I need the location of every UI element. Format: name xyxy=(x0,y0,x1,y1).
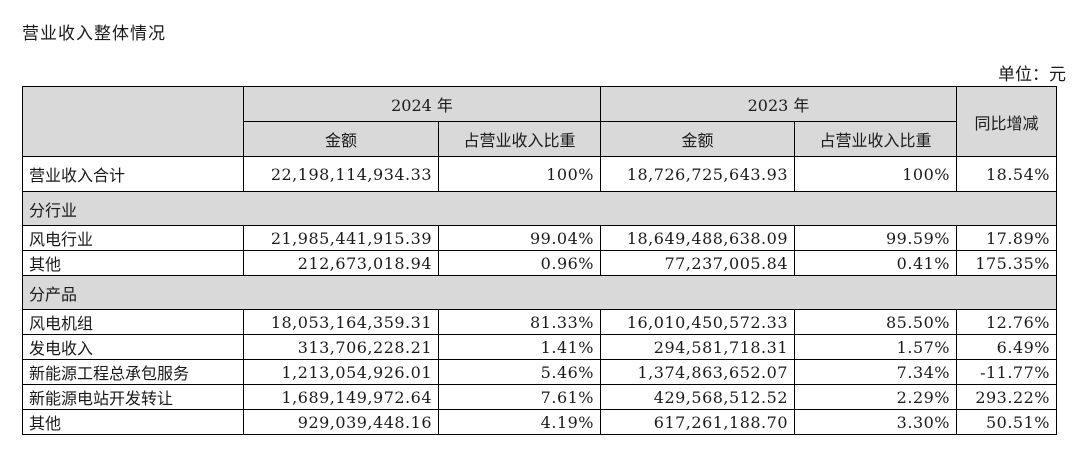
yoy-cell: 175.35% xyxy=(956,250,1057,276)
amount-2024-cell: 1,689,149,972.64 xyxy=(243,384,439,410)
amount-2023-cell: 16,010,450,572.33 xyxy=(600,309,795,335)
row-label: 营业收入合计 xyxy=(22,156,244,192)
amount-2024-cell: 1,213,054,926.01 xyxy=(243,359,439,385)
amount-2023-cell: 77,237,005.84 xyxy=(600,250,795,276)
amount-2024-cell: 929,039,448.16 xyxy=(243,409,439,435)
yoy-cell: 50.51% xyxy=(956,409,1057,435)
section-title: 分产品 xyxy=(22,275,1057,310)
amount-2024-cell: 22,198,114,934.33 xyxy=(243,156,439,192)
table-row: 其他 212,673,018.94 0.96% 77,237,005.84 0.… xyxy=(22,250,1057,276)
header-yoy: 同比增减 xyxy=(956,86,1057,157)
share-2023-cell: 85.50% xyxy=(794,309,957,335)
row-label: 风电机组 xyxy=(22,309,244,335)
amount-2023-cell: 18,649,488,638.09 xyxy=(600,225,795,251)
share-2023-cell: 1.57% xyxy=(794,334,957,360)
amount-2023-cell: 294,581,718.31 xyxy=(600,334,795,360)
header-share-2023: 占营业收入比重 xyxy=(794,121,957,157)
share-2023-cell: 99.59% xyxy=(794,225,957,251)
share-2023-cell: 100% xyxy=(794,156,957,192)
header-year-2024: 2024 年 xyxy=(243,86,601,122)
share-2023-cell: 0.41% xyxy=(794,250,957,276)
unit-note: 单位：元 xyxy=(998,65,1066,85)
section-row-product: 分产品 xyxy=(22,275,1057,310)
share-2023-cell: 2.29% xyxy=(794,384,957,410)
table-row: 其他 929,039,448.16 4.19% 617,261,188.70 3… xyxy=(22,409,1057,435)
yoy-cell: 12.76% xyxy=(956,309,1057,335)
share-2024-cell: 5.46% xyxy=(438,359,601,385)
row-label: 新能源电站开发转让 xyxy=(22,384,244,410)
section-title: 分行业 xyxy=(22,191,1057,226)
amount-2023-cell: 429,568,512.52 xyxy=(600,384,795,410)
table-row: 新能源工程总承包服务 1,213,054,926.01 5.46% 1,374,… xyxy=(22,359,1057,385)
header-amount-2024: 金额 xyxy=(243,121,439,157)
share-2024-cell: 4.19% xyxy=(438,409,601,435)
share-2023-cell: 3.30% xyxy=(794,409,957,435)
revenue-table: 2024 年 2023 年 同比增减 金额 占营业收入比重 金额 占营业收入比重… xyxy=(22,86,1057,435)
amount-2023-cell: 617,261,188.70 xyxy=(600,409,795,435)
table-row-total: 营业收入合计 22,198,114,934.33 100% 18,726,725… xyxy=(22,156,1057,192)
document-title: 营业收入整体情况 xyxy=(22,24,166,44)
section-row-industry: 分行业 xyxy=(22,191,1057,226)
table-body: 营业收入合计 22,198,114,934.33 100% 18,726,725… xyxy=(22,156,1057,435)
row-label: 新能源工程总承包服务 xyxy=(22,359,244,385)
row-label: 风电行业 xyxy=(22,225,244,251)
yoy-cell: -11.77% xyxy=(956,359,1057,385)
share-2024-cell: 1.41% xyxy=(438,334,601,360)
share-2024-cell: 100% xyxy=(438,156,601,192)
amount-2024-cell: 313,706,228.21 xyxy=(243,334,439,360)
amount-2023-cell: 1,374,863,652.07 xyxy=(600,359,795,385)
amount-2024-cell: 18,053,164,359.31 xyxy=(243,309,439,335)
row-label: 其他 xyxy=(22,409,244,435)
table-row: 风电机组 18,053,164,359.31 81.33% 16,010,450… xyxy=(22,309,1057,335)
table-row: 风电行业 21,985,441,915.39 99.04% 18,649,488… xyxy=(22,225,1057,251)
header-share-2024: 占营业收入比重 xyxy=(438,121,601,157)
header-year-2023: 2023 年 xyxy=(600,86,957,122)
table-row: 新能源电站开发转让 1,689,149,972.64 7.61% 429,568… xyxy=(22,384,1057,410)
yoy-cell: 6.49% xyxy=(956,334,1057,360)
amount-2023-cell: 18,726,725,643.93 xyxy=(600,156,795,192)
share-2024-cell: 99.04% xyxy=(438,225,601,251)
table-header: 2024 年 2023 年 同比增减 金额 占营业收入比重 金额 占营业收入比重 xyxy=(22,86,1057,157)
yoy-cell: 18.54% xyxy=(956,156,1057,192)
amount-2024-cell: 212,673,018.94 xyxy=(243,250,439,276)
share-2024-cell: 81.33% xyxy=(438,309,601,335)
share-2024-cell: 0.96% xyxy=(438,250,601,276)
share-2023-cell: 7.34% xyxy=(794,359,957,385)
row-label: 其他 xyxy=(22,250,244,276)
share-2024-cell: 7.61% xyxy=(438,384,601,410)
yoy-cell: 293.22% xyxy=(956,384,1057,410)
row-label: 发电收入 xyxy=(22,334,244,360)
header-blank xyxy=(22,86,244,157)
yoy-cell: 17.89% xyxy=(956,225,1057,251)
table-row: 发电收入 313,706,228.21 1.41% 294,581,718.31… xyxy=(22,334,1057,360)
amount-2024-cell: 21,985,441,915.39 xyxy=(243,225,439,251)
header-amount-2023: 金额 xyxy=(600,121,795,157)
